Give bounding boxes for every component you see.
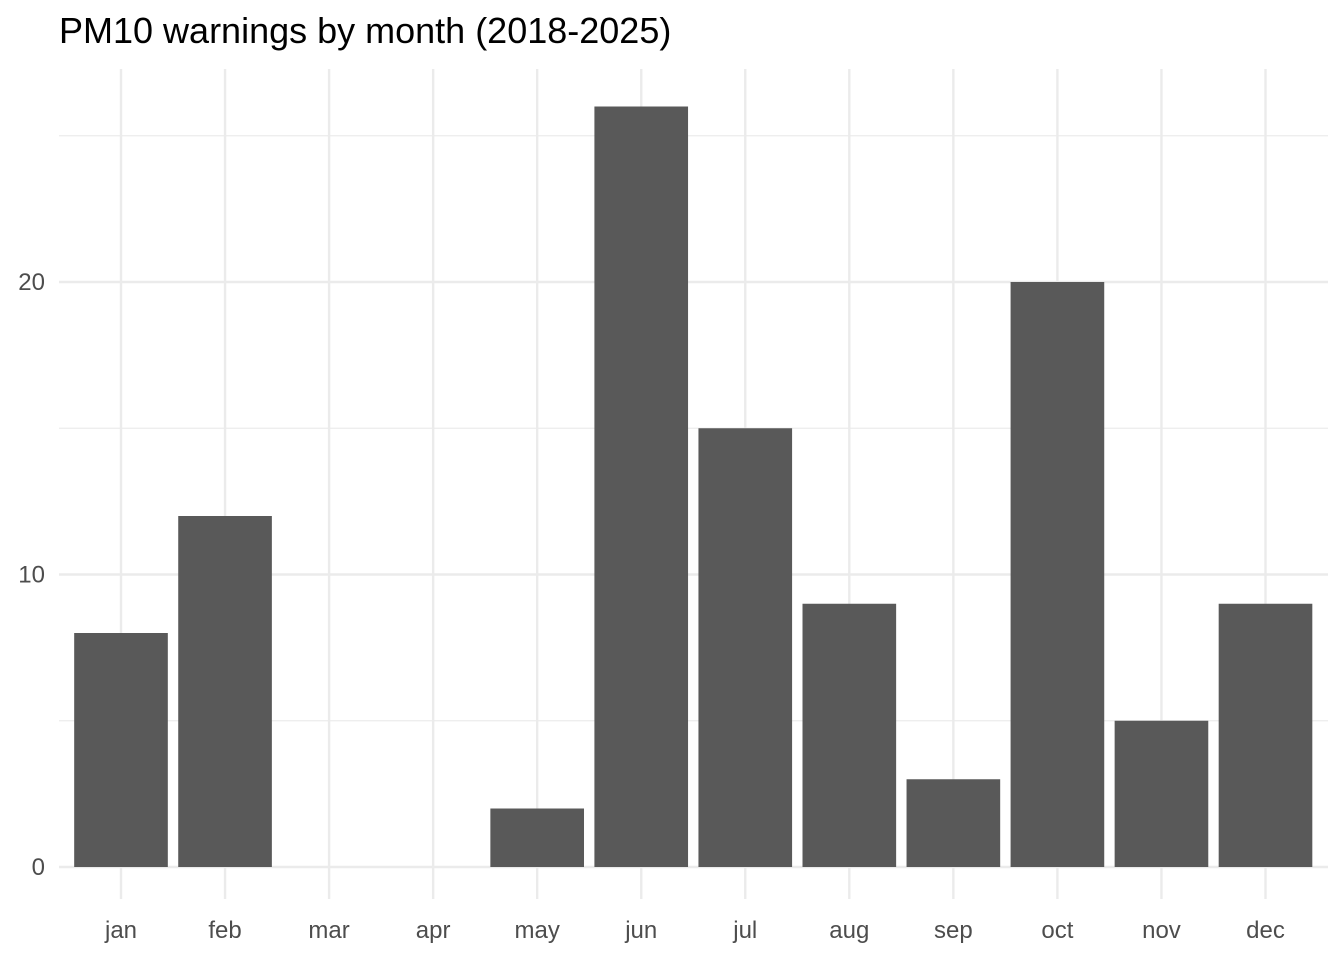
bar-jul xyxy=(698,428,793,867)
bar-aug xyxy=(802,603,897,867)
bar-dec xyxy=(1218,603,1313,867)
y-tick-label: 20 xyxy=(18,269,45,296)
x-tick-label-dec: dec xyxy=(1246,917,1285,944)
x-tick-label-jul: jul xyxy=(732,917,757,944)
bar-jan xyxy=(74,633,168,867)
bar-nov xyxy=(1114,720,1209,867)
x-tick-label-aug: aug xyxy=(829,917,869,944)
bar-oct xyxy=(1010,282,1105,867)
bar-feb xyxy=(178,516,272,867)
y-axis-ticks: 0 10 20 xyxy=(18,269,45,881)
chart-title: PM10 warnings by month (2018-2025) xyxy=(59,10,672,51)
bar-may xyxy=(490,808,585,867)
x-tick-label-jan: jan xyxy=(104,917,137,944)
x-axis-ticks: jan feb mar apr may jun jul aug sep oct nov dec xyxy=(104,917,1285,944)
x-tick-label-jun: jun xyxy=(624,917,657,944)
bar-jun xyxy=(594,106,689,867)
y-tick-label: 10 xyxy=(18,562,45,589)
x-tick-label-feb: feb xyxy=(208,917,241,944)
x-tick-label-mar: mar xyxy=(308,917,349,944)
bar-sep xyxy=(906,779,1001,867)
x-tick-label-apr: apr xyxy=(416,917,451,944)
x-tick-label-nov: nov xyxy=(1142,917,1181,944)
bars xyxy=(74,106,1313,867)
y-tick-label: 0 xyxy=(32,854,45,881)
x-tick-label-may: may xyxy=(515,917,560,944)
x-tick-label-oct: oct xyxy=(1041,917,1073,944)
x-tick-label-sep: sep xyxy=(934,917,973,944)
